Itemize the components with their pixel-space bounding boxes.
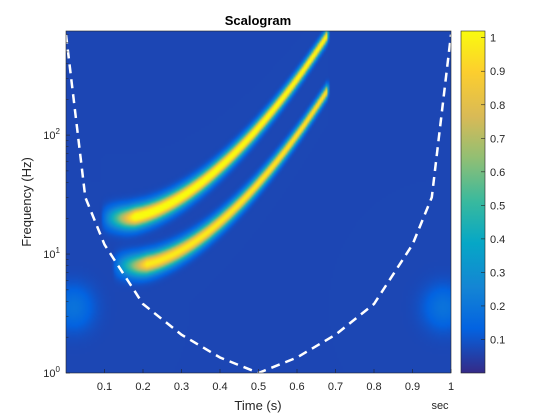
colorbar-tick-label: 0.3 — [490, 267, 505, 279]
x-axis-label: Time (s) — [234, 398, 281, 413]
y-axis-label: Frequency (Hz) — [19, 157, 34, 247]
colorbar-gradient — [461, 31, 485, 373]
scalogram-heatmap — [66, 31, 451, 373]
x-tick-label: 0.2 — [135, 381, 150, 393]
colorbar-tick-label: 1 — [490, 33, 496, 45]
x-tick-label: 0.4 — [212, 381, 227, 393]
colorbar-frame — [460, 30, 486, 374]
y-axis-ticks: 100 101 102 — [43, 34, 70, 380]
x-tick-label: 0.6 — [289, 381, 304, 393]
colorbar-ticks: 0.1 0.2 0.3 0.4 0.5 0.6 0.7 0.8 0.9 1 — [481, 33, 505, 346]
x-tick-label: 0.3 — [174, 381, 189, 393]
colorbar-tick-label: 0.8 — [490, 100, 505, 112]
x-tick-label: 0.7 — [328, 381, 343, 393]
x-axis-ticks: 0.1 0.2 0.3 0.4 0.5 0.6 0.7 0.8 0.9 1 — [97, 369, 454, 393]
x-axis-unit: sec — [431, 400, 449, 412]
x-tick-label: 0.1 — [97, 381, 112, 393]
colorbar-tick-label: 0.2 — [490, 301, 505, 313]
colorbar-tick-label: 0.5 — [490, 200, 505, 212]
colorbar-tick-label: 0.7 — [490, 133, 505, 145]
colorbar: 0.1 0.2 0.3 0.4 0.5 0.6 0.7 0.8 0.9 1 — [460, 30, 505, 374]
y-tick-label: 102 — [43, 127, 60, 142]
x-tick-label: 1 — [448, 381, 454, 393]
cone-of-influence — [66, 34, 451, 373]
x-tick-label: 0.8 — [366, 381, 381, 393]
x-tick-label: 0.5 — [251, 381, 266, 393]
y-tick-label: 101 — [43, 246, 60, 261]
colorbar-tick-label: 0.6 — [490, 167, 505, 179]
colorbar-tick-label: 0.4 — [490, 234, 505, 246]
colorbar-tick-label: 0.1 — [490, 334, 505, 346]
x-tick-label: 0.9 — [405, 381, 420, 393]
colorbar-tick-label: 0.9 — [490, 66, 505, 78]
chart-title: Scalogram — [225, 13, 291, 28]
plot-area — [65, 30, 452, 374]
y-tick-label: 100 — [43, 365, 60, 380]
